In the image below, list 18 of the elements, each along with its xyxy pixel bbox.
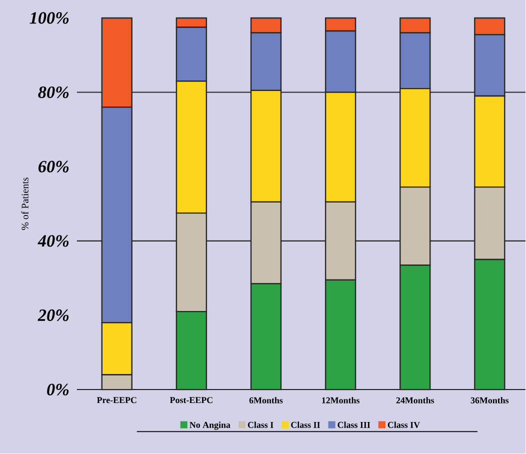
y-tick-label: 60% (38, 161, 69, 173)
legend-label: No Angina (190, 422, 230, 430)
x-tick-label: 6Months (249, 397, 283, 404)
y-tick-label: 80% (38, 86, 69, 98)
legend-label: Class IV (388, 422, 420, 428)
legend-label: Class I (248, 422, 274, 428)
y-tick-label: 40% (38, 235, 69, 248)
y-tick-label: 0% (47, 384, 69, 396)
x-tick-label: Pre-EEPC (96, 397, 136, 404)
y-tick-label: 100% (30, 12, 69, 24)
legend-label: Class III (338, 422, 370, 428)
legend-label: Class II (291, 422, 320, 428)
x-tick-label: 24Months (396, 397, 434, 404)
x-tick-label: 36Months (470, 397, 509, 404)
x-tick-label: 12Months (322, 397, 360, 404)
x-tick-label: Post-EEPC (170, 397, 212, 404)
y-tick-label: 20% (38, 310, 69, 322)
y-axis-title: % of Patients (21, 178, 28, 230)
